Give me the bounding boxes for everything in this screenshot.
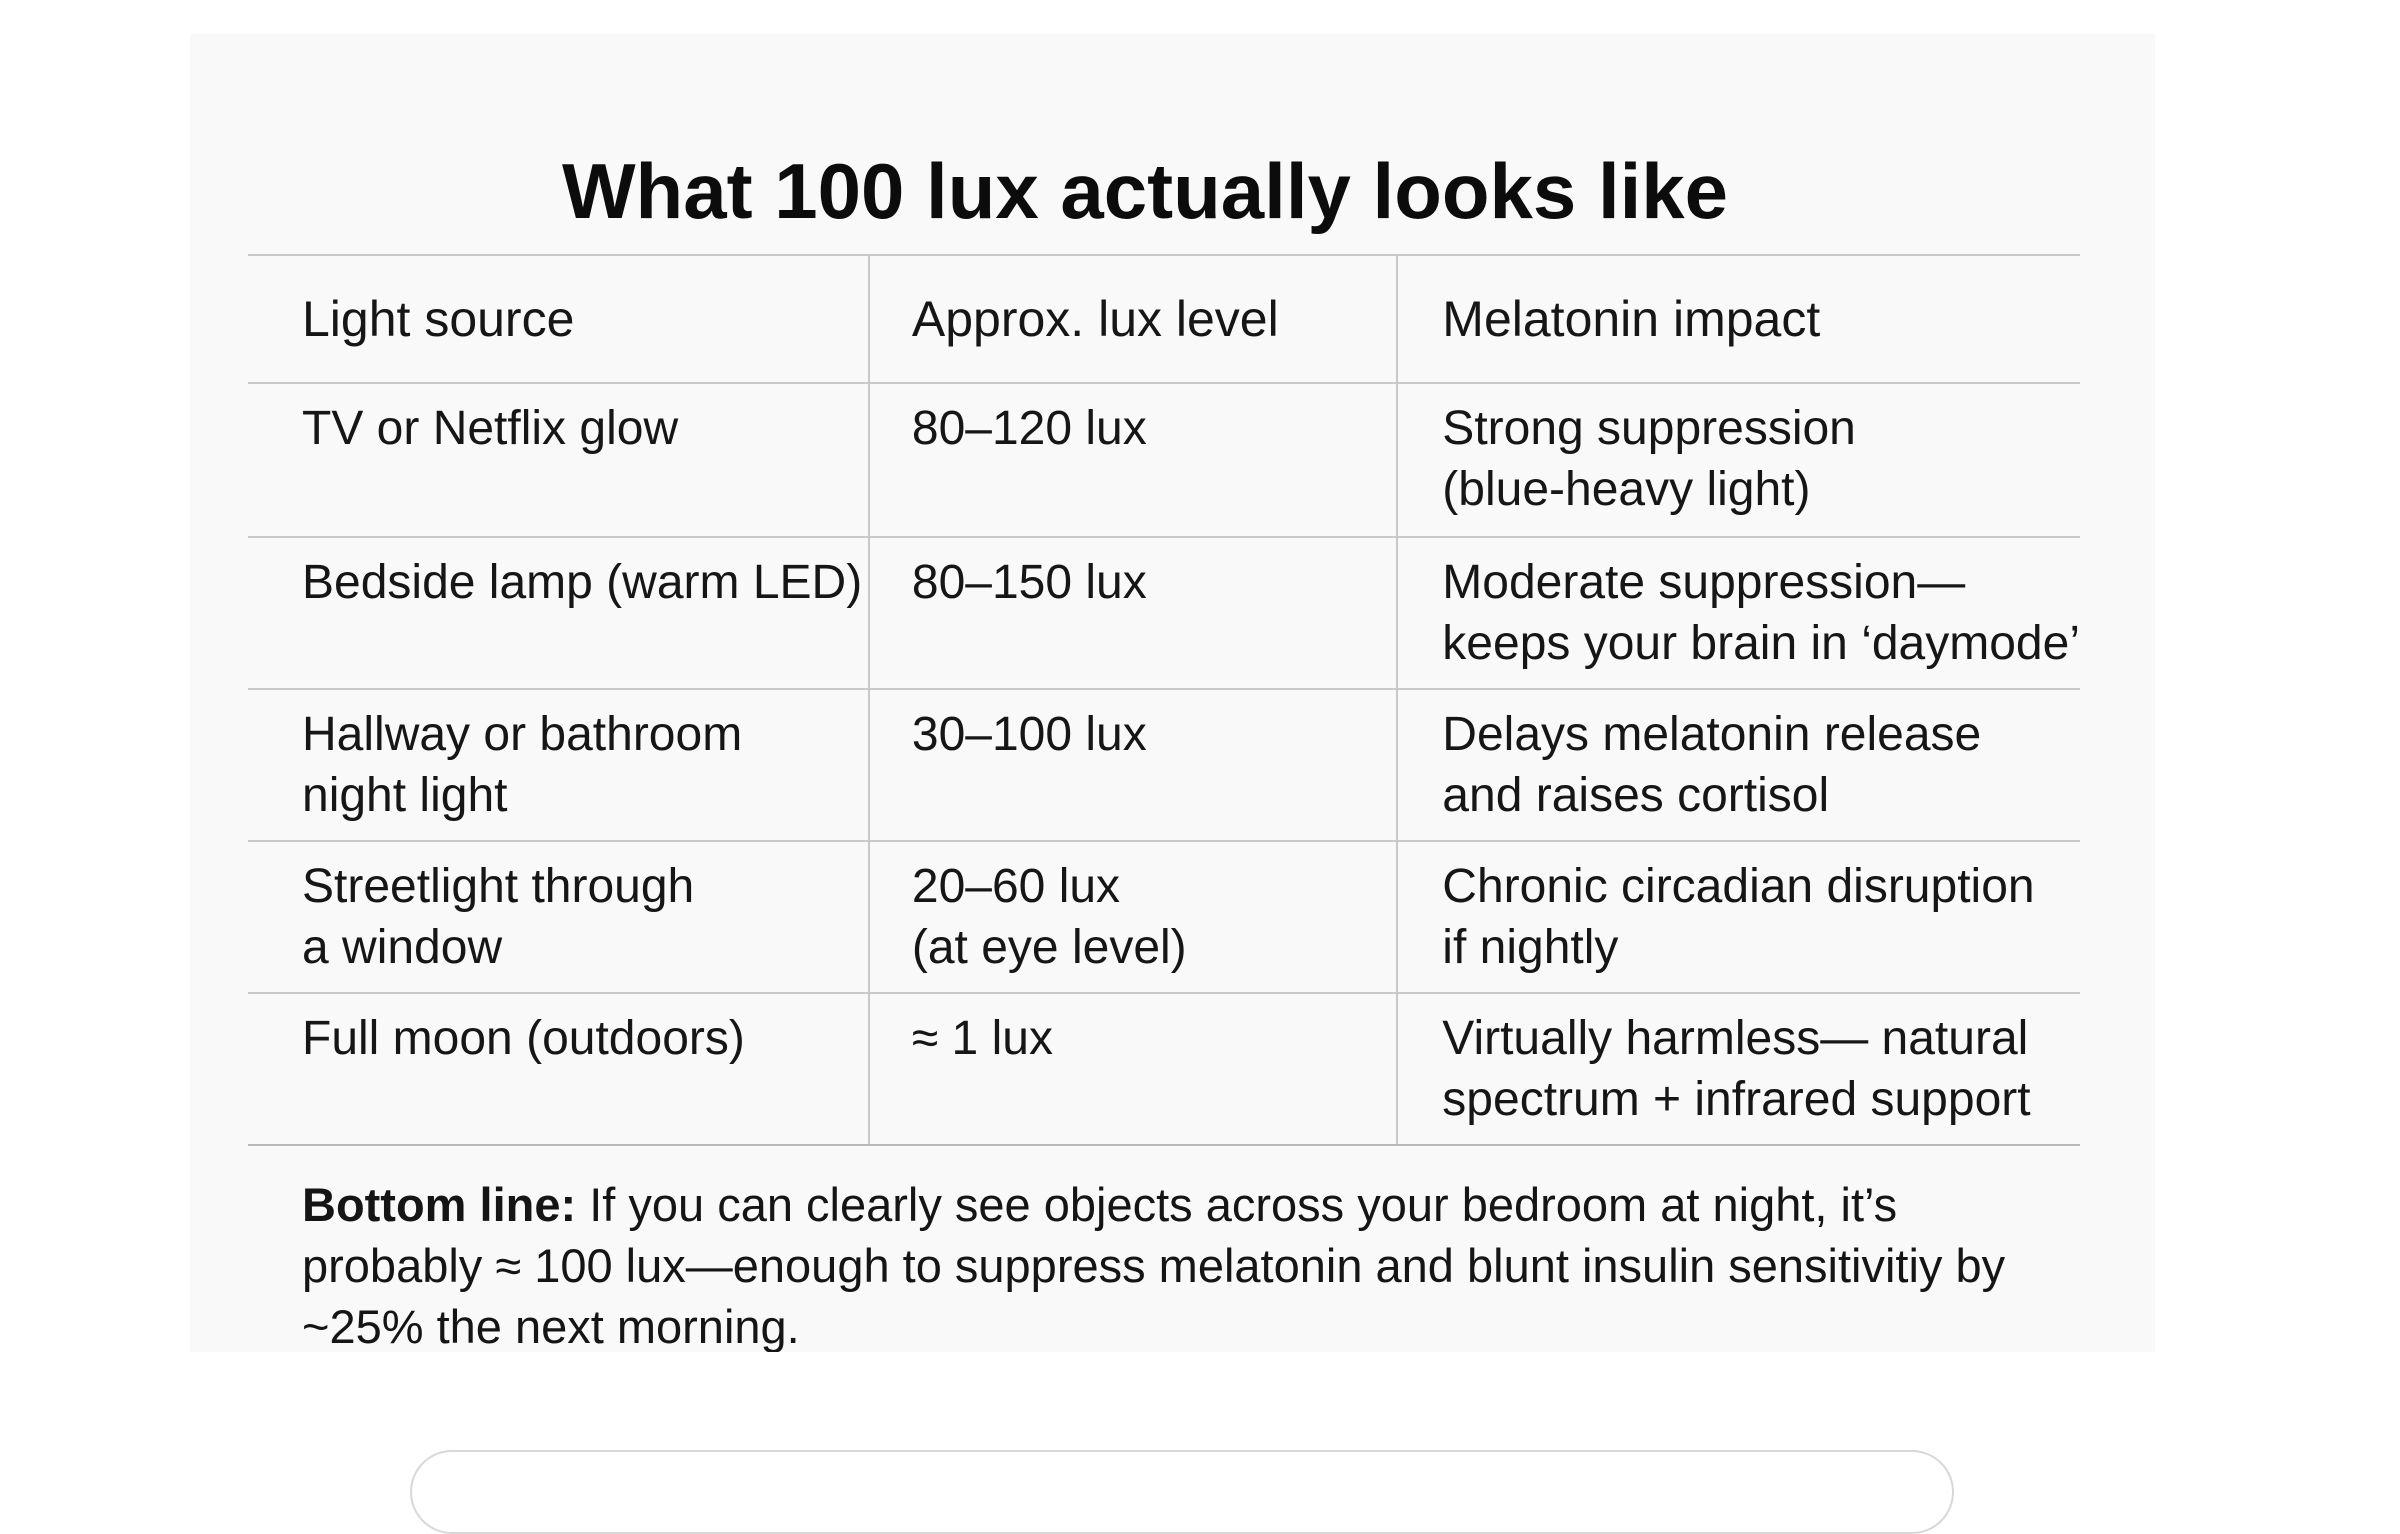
bottom-line-label: Bottom line: [302, 1178, 577, 1231]
cell-line: Streetlight through [302, 860, 695, 913]
cell-line: keeps your brain in ‘daymode’ [1442, 617, 2080, 670]
cell-line: Chronic circadian disruption [1442, 860, 2035, 913]
table-row: Full moon (outdoors) ≈ 1 lux Virtually h… [248, 992, 2080, 1146]
cell-line: Delays melatonin release [1442, 708, 1982, 761]
cell-line: Hallway or bathroom [302, 708, 743, 761]
cell-line: TV or Netflix glow [302, 402, 679, 455]
cell-lux-level: ≈ 1 lux [867, 992, 1398, 1146]
cell-light-source: Streetlight through a window [248, 840, 869, 994]
cell-line: 30–100 lux [911, 708, 1147, 761]
cell-light-source: Bedside lamp (warm LED) [248, 536, 869, 690]
header-lux-level: Approx. lux level [867, 254, 1398, 384]
cell-line: (at eye level) [911, 921, 1187, 974]
bottom-line-text: ~25% the next morning. [302, 1300, 800, 1352]
cell-melatonin-impact: Virtually harmless— natural spectrum + i… [1396, 992, 2080, 1146]
cell-line: if nightly [1442, 921, 1619, 974]
content-card: What 100 lux actually looks like Light s… [190, 34, 2155, 1352]
message-input-bar[interactable] [410, 1450, 1954, 1534]
cell-lux-level: 80–150 lux [867, 536, 1398, 690]
cell-line: 80–120 lux [911, 402, 1147, 455]
cell-lux-level: 20–60 lux (at eye level) [867, 840, 1398, 994]
cell-line: ≈ 1 lux [911, 1012, 1053, 1065]
cell-line: Strong suppression [1442, 402, 1856, 455]
page-title: What 100 lux actually looks like [561, 147, 1729, 235]
bottom-line-first: Bottom line: If you can clearly see obje… [302, 1174, 2122, 1235]
cell-line: Full moon (outdoors) [302, 1012, 745, 1065]
cell-lux-level: 30–100 lux [867, 688, 1398, 842]
cell-melatonin-impact: Strong suppression (blue-heavy light) [1396, 382, 2080, 538]
cell-light-source: TV or Netflix glow [248, 382, 869, 538]
table-row: Streetlight through a window 20–60 lux (… [248, 840, 2080, 994]
header-melatonin-impact: Melatonin impact [1396, 254, 2080, 384]
cell-line: Bedside lamp (warm LED) [302, 556, 863, 609]
cell-line: spectrum + infrared support [1442, 1073, 2031, 1126]
cell-line: a window [302, 921, 503, 974]
bottom-line-text: probably ≈ 100 lux—enough to suppress me… [302, 1239, 2006, 1292]
cell-line: Virtually harmless— natural [1442, 1012, 2029, 1065]
cell-line: Moderate suppression— [1442, 556, 1966, 609]
cell-lux-level: 80–120 lux [867, 382, 1398, 538]
cell-line: (blue-heavy light) [1442, 463, 1811, 516]
cell-line: 80–150 lux [911, 556, 1147, 609]
table-row: Bedside lamp (warm LED) 80–150 lux Moder… [248, 536, 2080, 690]
cell-line: and raises cortisol [1442, 769, 1830, 822]
table-header-row: Light source Approx. lux level Melatonin… [248, 254, 2080, 384]
table-row: Hallway or bathroom night light 30–100 l… [248, 688, 2080, 842]
cell-light-source: Full moon (outdoors) [248, 992, 869, 1146]
cell-line: 20–60 lux [911, 860, 1121, 913]
cell-melatonin-impact: Delays melatonin release and raises cort… [1396, 688, 2080, 842]
cell-melatonin-impact: Moderate suppression— keeps your brain i… [1396, 536, 2080, 690]
table-row: TV or Netflix glow 80–120 lux Strong sup… [248, 382, 2080, 538]
cell-melatonin-impact: Chronic circadian disruption if nightly [1396, 840, 2080, 994]
bottom-line-note: Bottom line: If you can clearly see obje… [302, 1174, 2122, 1352]
bottom-line-text: If you can clearly see objects across yo… [576, 1178, 1898, 1231]
cell-line: night light [302, 769, 508, 822]
lux-comparison-table: Light source Approx. lux level Melatonin… [248, 254, 2080, 1146]
cell-light-source: Hallway or bathroom night light [248, 688, 869, 842]
header-light-source: Light source [248, 254, 869, 384]
